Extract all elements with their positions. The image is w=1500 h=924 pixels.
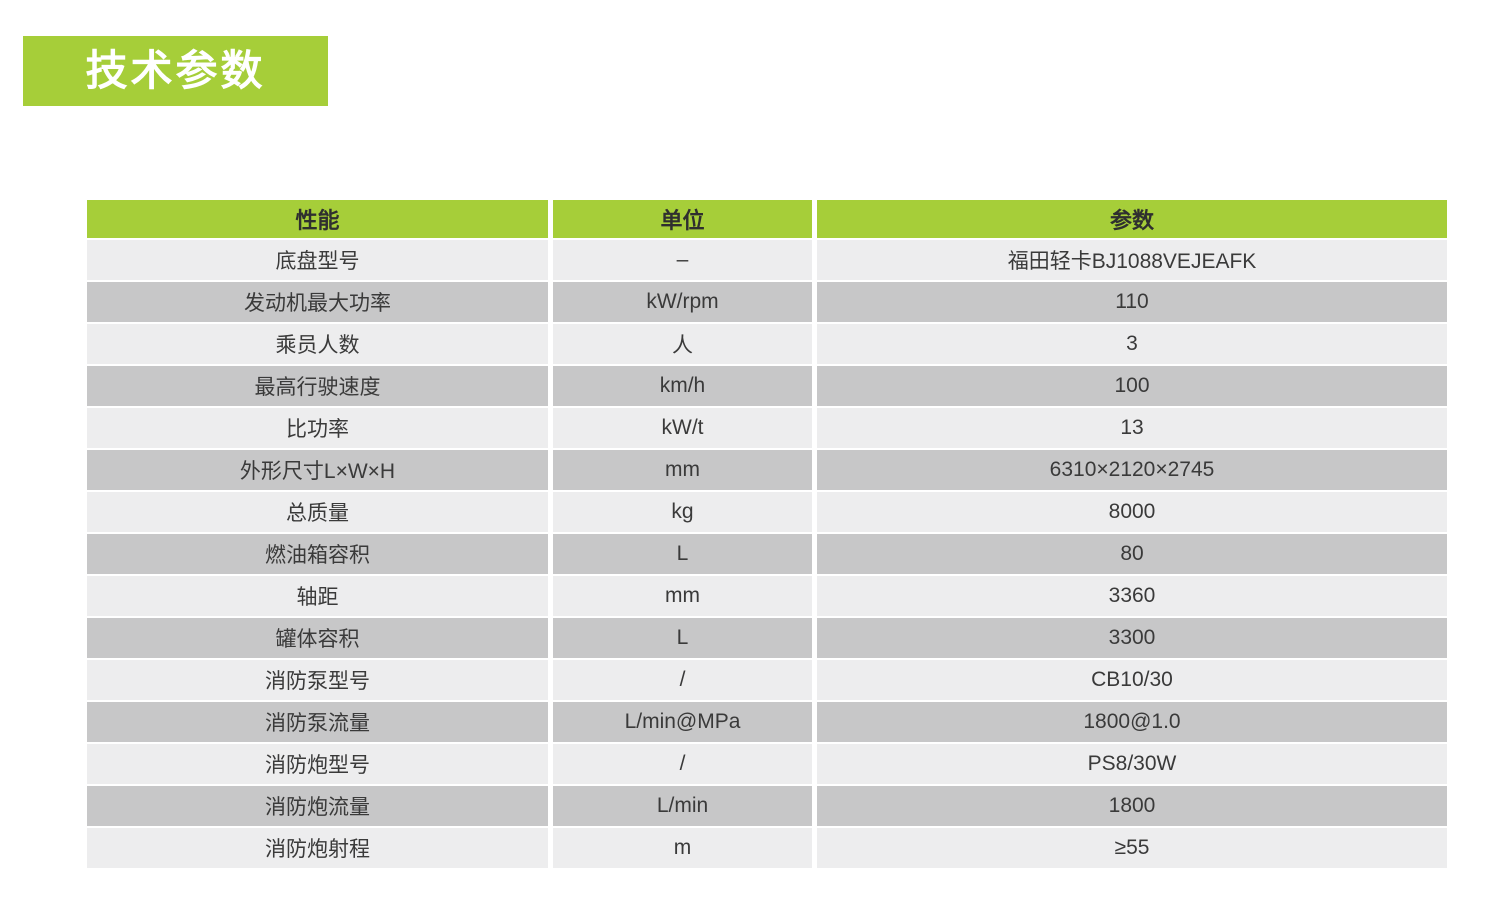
row-property-cell: 外形尺寸L×W×H (87, 450, 548, 490)
row-value-cell: 110 (817, 282, 1447, 322)
row-property-cell: 消防炮射程 (87, 828, 548, 868)
row-value-cell: 8000 (817, 492, 1447, 532)
table-row: 消防炮型号 / PS8/30W (87, 744, 1447, 784)
table-row: 罐体容积 L 3300 (87, 618, 1447, 658)
header-cell-unit: 单位 (553, 200, 812, 238)
row-property-cell: 发动机最大功率 (87, 282, 548, 322)
table-row: 最高行驶速度 km/h 100 (87, 366, 1447, 406)
table-row: 乘员人数 人 3 (87, 324, 1447, 364)
row-unit-cell: L (553, 618, 812, 658)
row-unit-cell: / (553, 744, 812, 784)
spec-table-header-row: 性能 单位 参数 (87, 200, 1447, 238)
table-row: 轴距 mm 3360 (87, 576, 1447, 616)
row-value-cell: 1800@1.0 (817, 702, 1447, 742)
row-property-cell: 消防泵流量 (87, 702, 548, 742)
row-unit-cell: L/min@MPa (553, 702, 812, 742)
row-property-cell: 轴距 (87, 576, 548, 616)
row-property-cell: 底盘型号 (87, 240, 548, 280)
row-property-cell: 消防炮型号 (87, 744, 548, 784)
table-row: 消防炮流量 L/min 1800 (87, 786, 1447, 826)
table-row: 消防泵流量 L/min@MPa 1800@1.0 (87, 702, 1447, 742)
row-value-cell: CB10/30 (817, 660, 1447, 700)
row-unit-cell: mm (553, 450, 812, 490)
row-property-cell: 消防炮流量 (87, 786, 548, 826)
table-row: 总质量 kg 8000 (87, 492, 1447, 532)
header-cell-property: 性能 (87, 200, 548, 238)
row-value-cell: 1800 (817, 786, 1447, 826)
row-property-cell: 燃油箱容积 (87, 534, 548, 574)
row-value-cell: 100 (817, 366, 1447, 406)
row-value-cell: 3360 (817, 576, 1447, 616)
row-value-cell: 13 (817, 408, 1447, 448)
header-cell-value: 参数 (817, 200, 1447, 238)
table-row: 外形尺寸L×W×H mm 6310×2120×2745 (87, 450, 1447, 490)
row-property-cell: 最高行驶速度 (87, 366, 548, 406)
row-unit-cell: km/h (553, 366, 812, 406)
table-row: 比功率 kW/t 13 (87, 408, 1447, 448)
row-value-cell: ≥55 (817, 828, 1447, 868)
table-row: 消防炮射程 m ≥55 (87, 828, 1447, 868)
row-value-cell: 3300 (817, 618, 1447, 658)
row-property-cell: 总质量 (87, 492, 548, 532)
row-unit-cell: kg (553, 492, 812, 532)
row-property-cell: 比功率 (87, 408, 548, 448)
row-unit-cell: 人 (553, 324, 812, 364)
row-value-cell: 80 (817, 534, 1447, 574)
row-unit-cell: L (553, 534, 812, 574)
row-value-cell: 3 (817, 324, 1447, 364)
row-unit-cell: – (553, 240, 812, 280)
row-unit-cell: / (553, 660, 812, 700)
table-row: 燃油箱容积 L 80 (87, 534, 1447, 574)
table-row: 发动机最大功率 kW/rpm 110 (87, 282, 1447, 322)
row-unit-cell: kW/t (553, 408, 812, 448)
row-value-cell: 福田轻卡BJ1088VEJEAFK (817, 240, 1447, 280)
row-unit-cell: m (553, 828, 812, 868)
spec-table: 性能 单位 参数 底盘型号 – 福田轻卡BJ1088VEJEAFK 发动机最大功… (87, 200, 1447, 868)
row-property-cell: 乘员人数 (87, 324, 548, 364)
row-unit-cell: L/min (553, 786, 812, 826)
section-title: 技术参数 (85, 47, 266, 94)
row-unit-cell: kW/rpm (553, 282, 812, 322)
section-title-banner: 技术参数 (23, 36, 328, 106)
row-property-cell: 消防泵型号 (87, 660, 548, 700)
row-property-cell: 罐体容积 (87, 618, 548, 658)
row-value-cell: 6310×2120×2745 (817, 450, 1447, 490)
table-row: 消防泵型号 / CB10/30 (87, 660, 1447, 700)
row-unit-cell: mm (553, 576, 812, 616)
table-row: 底盘型号 – 福田轻卡BJ1088VEJEAFK (87, 240, 1447, 280)
row-value-cell: PS8/30W (817, 744, 1447, 784)
